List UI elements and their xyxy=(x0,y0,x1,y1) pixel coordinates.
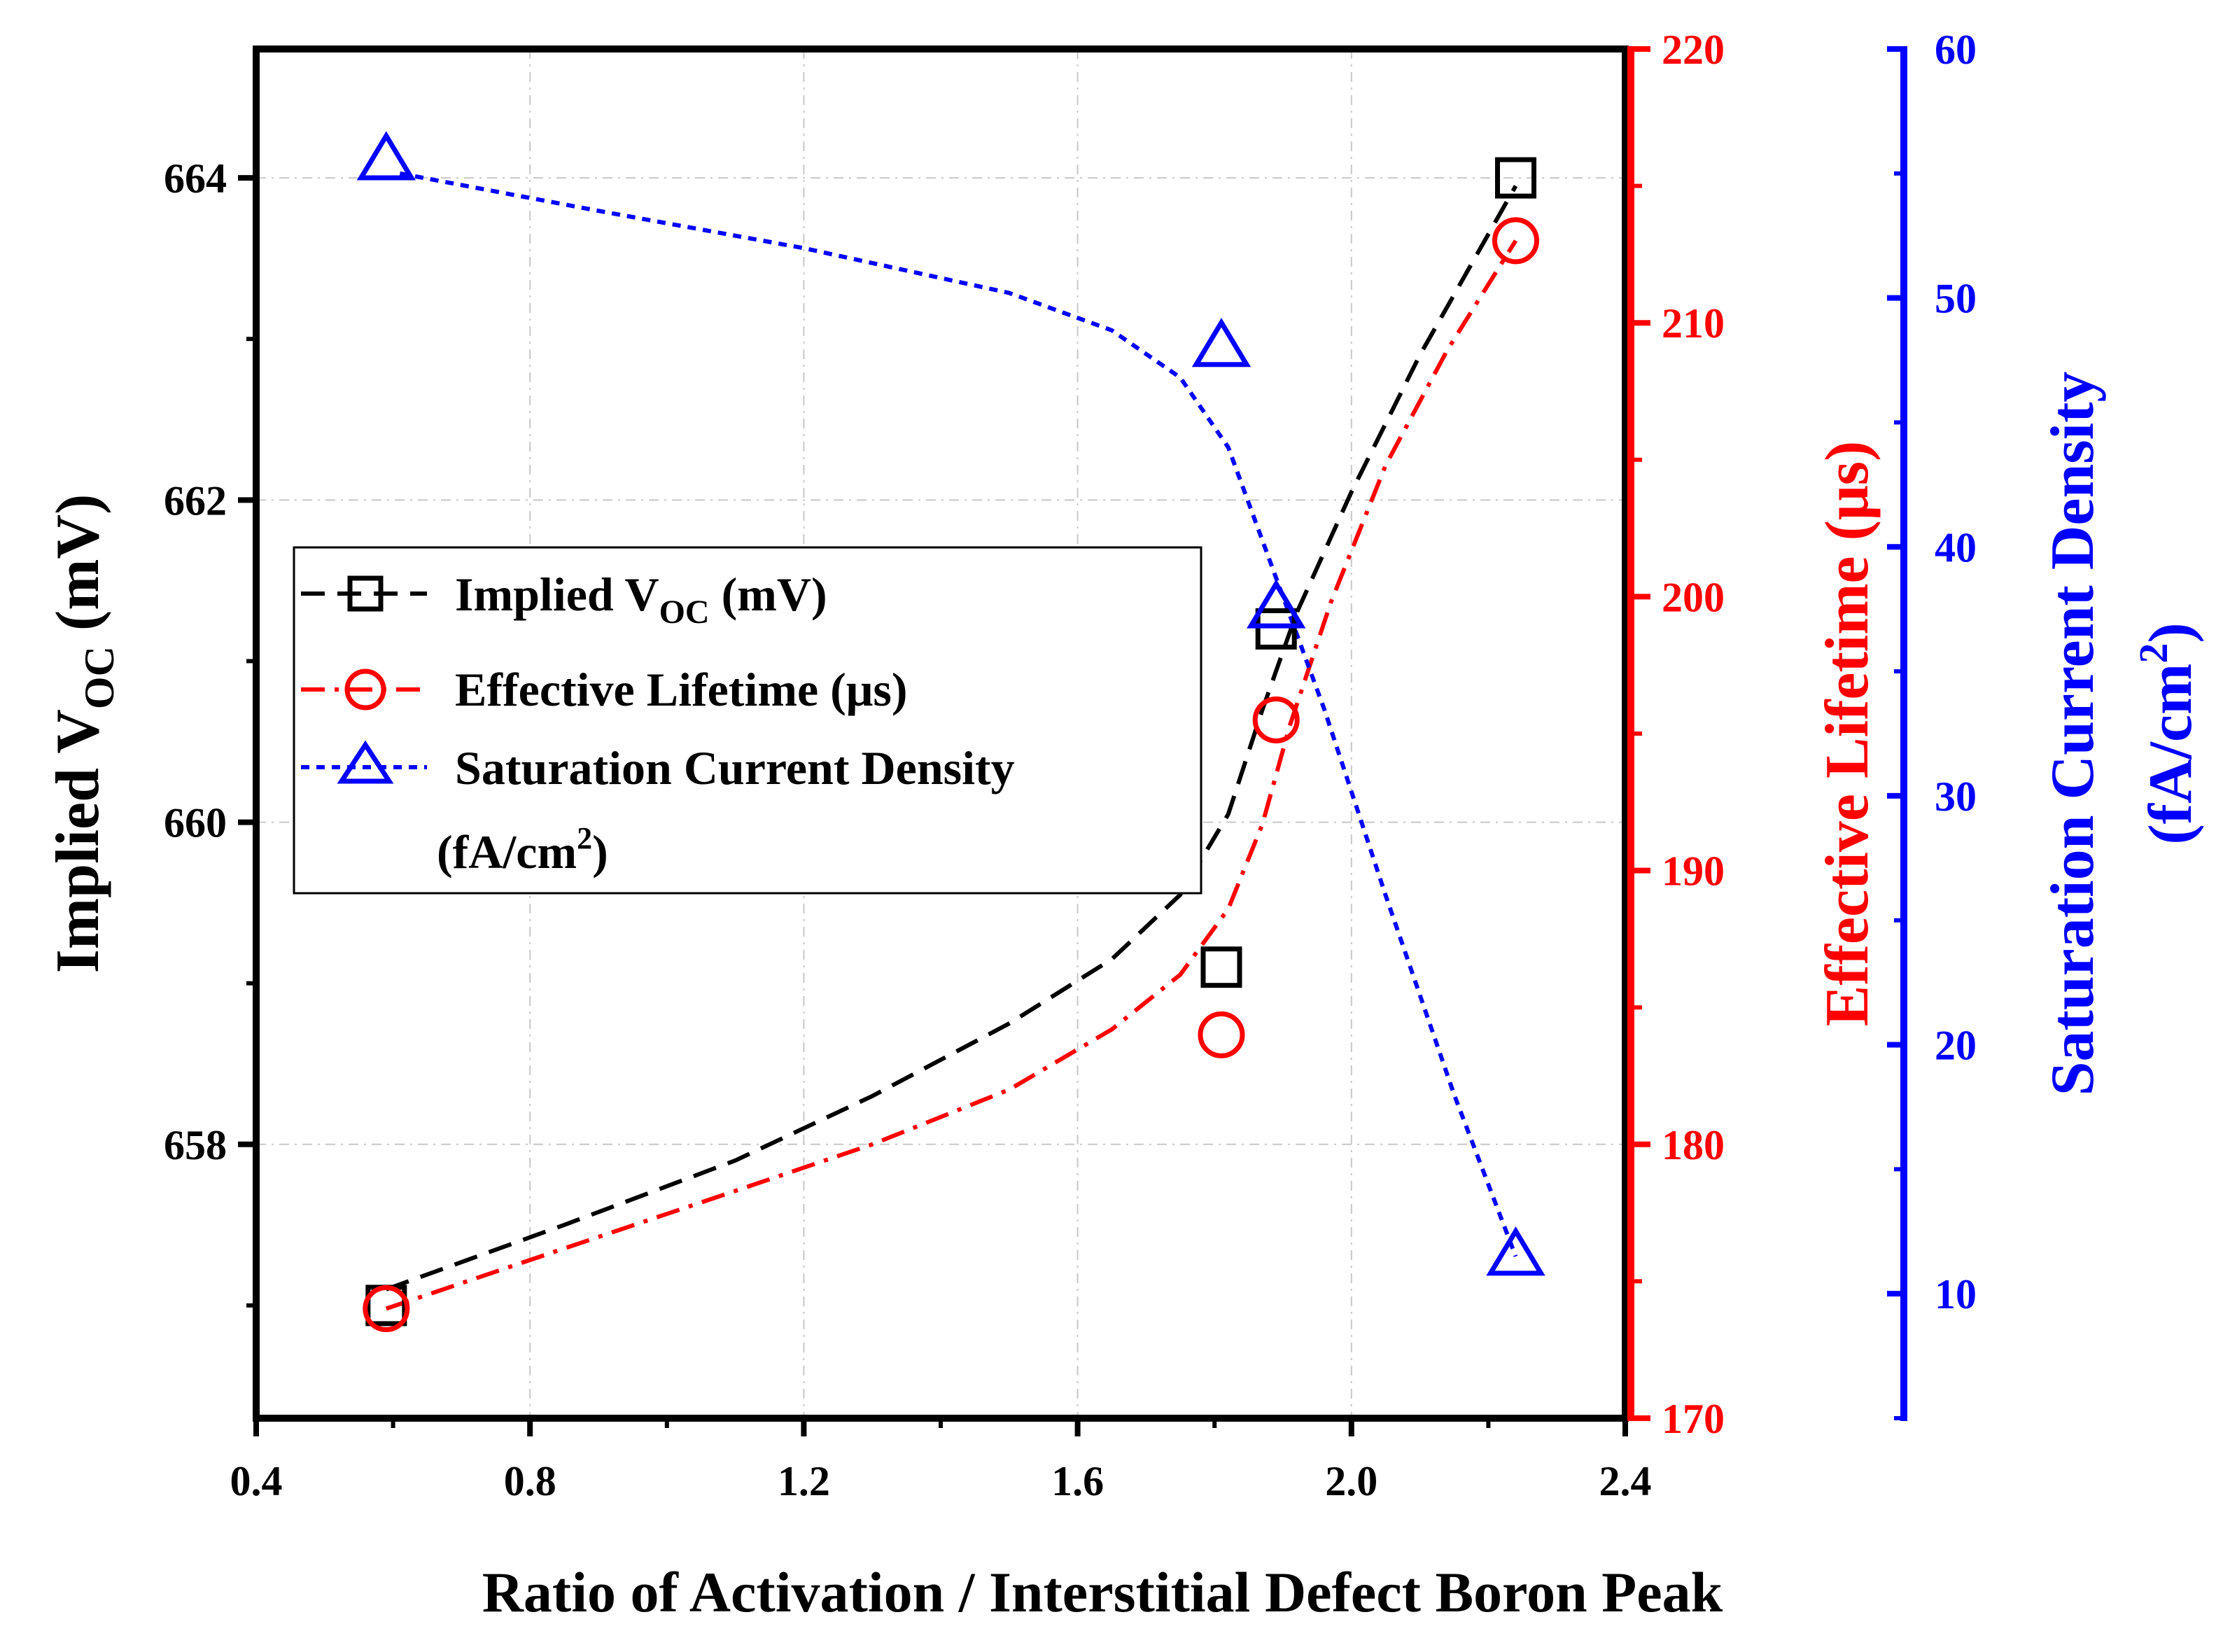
data-point-j0 xyxy=(1486,1226,1545,1276)
y-right-tick-label-lifetime: 210 xyxy=(1662,300,1725,346)
x-tick-label: 0.8 xyxy=(504,1458,556,1504)
data-point-lifetime xyxy=(1198,1011,1245,1058)
y-axis-title-j0-line1: Saturation Current Density xyxy=(2039,372,2107,1096)
data-point-lifetime xyxy=(1252,696,1300,743)
legend-label-j0-line1: Saturation Current Density xyxy=(455,741,1015,794)
x-tick-label: 2.4 xyxy=(1599,1458,1652,1504)
y-left-tick-label: 658 xyxy=(164,1122,227,1168)
data-point-voc xyxy=(1495,157,1537,199)
fit-curve-voc xyxy=(385,185,1518,1292)
x-axis-title: Ratio of Activation / Interstitial Defec… xyxy=(482,1560,1723,1624)
data-point-lifetime xyxy=(363,1285,410,1333)
y-axis-title-j0-line2: (fA/cm2) xyxy=(2131,622,2205,844)
legend-label-j0-line2: (fA/cm2) xyxy=(437,821,608,878)
y-right-tick-label-lifetime: 200 xyxy=(1662,574,1725,620)
data-point-voc xyxy=(1255,608,1297,650)
legend-marker-square xyxy=(347,575,384,612)
y-right-tick-label-j0: 10 xyxy=(1935,1271,1977,1317)
legend-marker-triangle xyxy=(337,740,394,784)
fit-curves xyxy=(385,171,1518,1311)
y-left-tick-label: 662 xyxy=(164,477,227,524)
axes: 0.4 0.8 1.2 1.6 2.0 2.4 658 660 662 664 170 180 190 2… xyxy=(164,27,1977,1504)
y-right-tick-label-j0: 60 xyxy=(1935,27,1977,73)
x-tick-label: 1.6 xyxy=(1051,1458,1104,1504)
x-tick-label: 1.2 xyxy=(778,1458,830,1504)
data-point-j0 xyxy=(1191,317,1251,368)
data-point-j0 xyxy=(1247,579,1306,629)
data-point-voc xyxy=(1200,946,1242,988)
legend: Implied VOC (mV) Effective Lifetime (μs)… xyxy=(293,546,1202,895)
legend-marker-circle xyxy=(344,668,386,710)
legend-label-voc: Implied VOC (mV) xyxy=(455,568,827,631)
y-right-tick-label-lifetime: 220 xyxy=(1662,27,1725,73)
data-point-lifetime xyxy=(1492,217,1540,265)
legend-label-lifetime: Effective Lifetime (μs) xyxy=(455,663,907,716)
y-left-tick-label: 664 xyxy=(164,155,227,202)
y-right-tick-label-lifetime: 170 xyxy=(1662,1396,1725,1442)
legend-box xyxy=(293,546,1202,895)
x-tick-label: 0.4 xyxy=(230,1458,283,1504)
x-tick-label: 2.0 xyxy=(1325,1458,1377,1504)
data-markers xyxy=(356,131,1545,1333)
y-right-tick-label-lifetime: 190 xyxy=(1662,848,1725,895)
y-right-tick-label-j0: 20 xyxy=(1935,1023,1977,1069)
y-left-tick-label: 660 xyxy=(164,800,227,846)
y-right-tick-label-lifetime: 180 xyxy=(1662,1122,1725,1168)
grid-lines xyxy=(256,49,1625,1418)
y-axis-title-lifetime: Effective Lifetime (μs) xyxy=(1814,441,1881,1027)
y-right-tick-label-j0: 50 xyxy=(1935,276,1977,322)
data-point-j0 xyxy=(356,131,416,181)
y-right-tick-label-j0: 30 xyxy=(1935,774,1977,820)
fit-curve-j0 xyxy=(399,171,1518,1257)
fit-curve-life xyxy=(385,239,1518,1311)
y-right-tick-label-j0: 40 xyxy=(1935,524,1977,570)
y-axis-title-voc: Implied VOC (mV) xyxy=(44,494,122,974)
